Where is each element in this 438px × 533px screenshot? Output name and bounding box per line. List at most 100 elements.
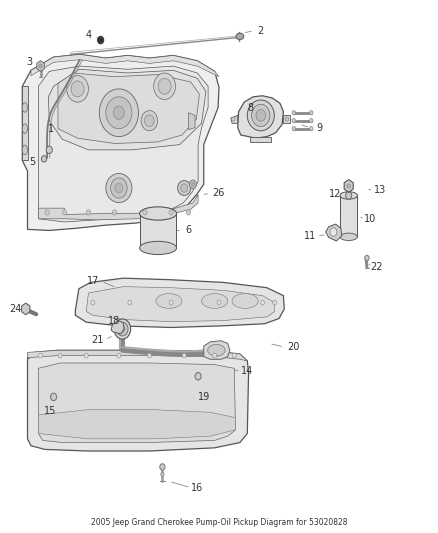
Ellipse shape <box>256 110 265 121</box>
Ellipse shape <box>169 300 173 305</box>
Ellipse shape <box>232 294 258 309</box>
Ellipse shape <box>111 178 127 198</box>
Ellipse shape <box>191 182 194 187</box>
Text: 9: 9 <box>316 123 322 133</box>
Ellipse shape <box>115 183 123 193</box>
Ellipse shape <box>120 326 125 332</box>
Ellipse shape <box>114 319 131 339</box>
Text: 6: 6 <box>185 225 191 236</box>
Polygon shape <box>39 66 208 222</box>
Polygon shape <box>37 61 44 71</box>
Polygon shape <box>86 287 275 321</box>
Ellipse shape <box>273 300 277 305</box>
Ellipse shape <box>113 106 124 119</box>
Ellipse shape <box>39 64 42 68</box>
Ellipse shape <box>145 115 154 126</box>
Polygon shape <box>21 303 30 315</box>
Ellipse shape <box>143 210 147 215</box>
Ellipse shape <box>42 156 47 162</box>
Polygon shape <box>340 196 357 237</box>
Text: 13: 13 <box>374 184 386 195</box>
Ellipse shape <box>50 393 57 401</box>
Text: 4: 4 <box>85 30 92 41</box>
Ellipse shape <box>310 126 313 131</box>
Text: 5: 5 <box>30 157 36 166</box>
Ellipse shape <box>22 145 28 155</box>
Ellipse shape <box>178 181 191 196</box>
Polygon shape <box>28 350 247 361</box>
Text: 14: 14 <box>241 366 254 376</box>
Text: 20: 20 <box>287 342 299 352</box>
Ellipse shape <box>154 73 176 100</box>
Polygon shape <box>140 214 177 248</box>
Polygon shape <box>283 115 290 123</box>
Ellipse shape <box>310 111 313 115</box>
Polygon shape <box>22 54 219 230</box>
Ellipse shape <box>261 300 265 305</box>
Text: 2005 Jeep Grand Cherokee Pump-Oil Pickup Diagram for 53020828: 2005 Jeep Grand Cherokee Pump-Oil Pickup… <box>91 519 347 527</box>
Ellipse shape <box>310 118 313 123</box>
Ellipse shape <box>346 192 352 199</box>
Ellipse shape <box>340 233 357 240</box>
Ellipse shape <box>292 118 296 123</box>
Ellipse shape <box>46 146 52 154</box>
Ellipse shape <box>160 464 165 470</box>
Text: 2: 2 <box>257 26 264 36</box>
Text: 3: 3 <box>27 57 33 67</box>
Polygon shape <box>39 410 236 439</box>
Polygon shape <box>231 115 238 123</box>
Ellipse shape <box>158 78 171 94</box>
Ellipse shape <box>247 100 274 131</box>
Ellipse shape <box>208 344 225 356</box>
Ellipse shape <box>232 117 235 121</box>
Ellipse shape <box>330 228 337 236</box>
Ellipse shape <box>347 184 350 188</box>
Text: 26: 26 <box>212 188 224 198</box>
Text: 11: 11 <box>304 231 317 241</box>
Ellipse shape <box>186 210 191 215</box>
Ellipse shape <box>340 192 357 199</box>
Ellipse shape <box>201 294 228 309</box>
Ellipse shape <box>91 300 95 305</box>
Ellipse shape <box>285 117 289 121</box>
Ellipse shape <box>62 210 67 215</box>
Ellipse shape <box>98 36 104 44</box>
Ellipse shape <box>232 353 236 358</box>
Text: 19: 19 <box>198 392 210 402</box>
Ellipse shape <box>58 353 62 358</box>
Ellipse shape <box>195 373 201 380</box>
Ellipse shape <box>236 33 244 39</box>
Polygon shape <box>39 195 198 220</box>
Text: 10: 10 <box>364 214 377 224</box>
Polygon shape <box>204 341 230 359</box>
Ellipse shape <box>45 210 49 215</box>
Ellipse shape <box>213 353 217 358</box>
Ellipse shape <box>141 111 158 131</box>
Polygon shape <box>48 69 206 150</box>
Polygon shape <box>238 96 283 138</box>
Text: 16: 16 <box>191 482 203 492</box>
Ellipse shape <box>117 353 121 358</box>
Ellipse shape <box>217 300 221 305</box>
Ellipse shape <box>161 472 164 477</box>
Ellipse shape <box>86 210 91 215</box>
Polygon shape <box>325 224 342 241</box>
Polygon shape <box>251 136 271 142</box>
Ellipse shape <box>365 255 369 261</box>
Ellipse shape <box>106 97 132 128</box>
Ellipse shape <box>128 300 132 305</box>
Ellipse shape <box>99 38 102 42</box>
Polygon shape <box>344 180 353 192</box>
Polygon shape <box>31 54 219 77</box>
Ellipse shape <box>140 241 177 255</box>
Text: 15: 15 <box>44 406 57 416</box>
Ellipse shape <box>84 353 88 358</box>
Polygon shape <box>28 350 249 451</box>
Text: 18: 18 <box>108 316 120 326</box>
Text: 24: 24 <box>9 304 21 314</box>
Ellipse shape <box>189 180 196 189</box>
Ellipse shape <box>181 184 187 192</box>
Ellipse shape <box>117 322 128 336</box>
Polygon shape <box>39 363 236 442</box>
Polygon shape <box>22 86 28 160</box>
